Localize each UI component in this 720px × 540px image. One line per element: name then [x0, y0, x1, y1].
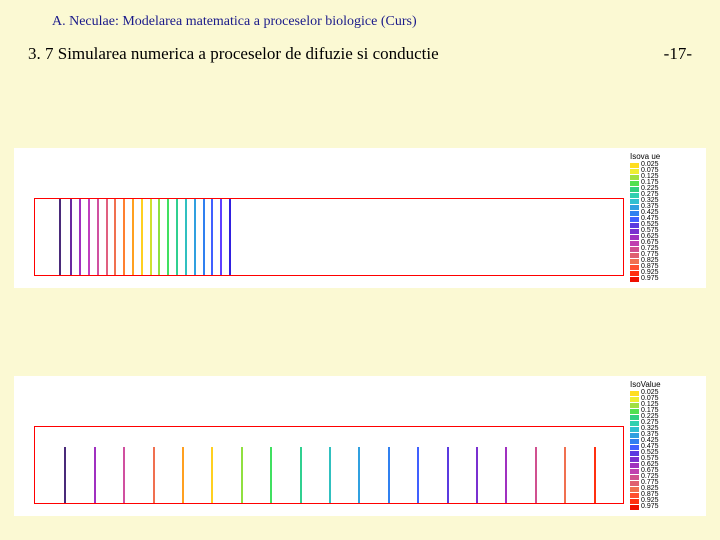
- legend-swatch: [630, 193, 639, 198]
- iso-line: [476, 447, 478, 503]
- legend-swatch: [630, 487, 639, 492]
- legend-swatch: [630, 223, 639, 228]
- iso-line: [194, 199, 196, 275]
- legend-swatch: [630, 277, 639, 282]
- iso-line: [153, 447, 155, 503]
- legend-swatch: [630, 463, 639, 468]
- simulation-chart-1: Isova ue 0.0250.0750.1250.1750.2250.2750…: [14, 148, 706, 288]
- iso-line: [270, 447, 272, 503]
- legend-title-1: Isova ue: [630, 152, 700, 161]
- iso-line: [241, 447, 243, 503]
- legend-swatch: [630, 427, 639, 432]
- legend-row: 0.975: [630, 276, 700, 282]
- iso-line: [203, 199, 205, 275]
- legend-swatch: [630, 415, 639, 420]
- legend-swatch: [630, 403, 639, 408]
- iso-line: [417, 447, 419, 503]
- legend-swatch: [630, 397, 639, 402]
- iso-line: [300, 447, 302, 503]
- legend-swatch: [630, 205, 639, 210]
- legend-swatch: [630, 241, 639, 246]
- iso-line: [59, 199, 61, 275]
- legend-2: IsoValue 0.0250.0750.1250.1750.2250.2750…: [630, 380, 700, 510]
- iso-line: [535, 447, 537, 503]
- iso-line: [182, 447, 184, 503]
- iso-line: [185, 199, 187, 275]
- legend-swatch: [630, 163, 639, 168]
- legend-value: 0.975: [641, 276, 659, 282]
- iso-line: [79, 199, 81, 275]
- iso-line: [132, 199, 134, 275]
- iso-line: [64, 447, 66, 503]
- legend-swatch: [630, 187, 639, 192]
- legend-swatch: [630, 253, 639, 258]
- iso-line: [114, 199, 116, 275]
- legend-swatch: [630, 235, 639, 240]
- plot-box-2: [34, 426, 624, 504]
- legend-swatch: [630, 259, 639, 264]
- iso-line: [150, 199, 152, 275]
- legend-swatch: [630, 493, 639, 498]
- iso-line: [141, 199, 143, 275]
- legend-swatch: [630, 199, 639, 204]
- legend-swatch: [630, 169, 639, 174]
- legend-swatch: [630, 265, 639, 270]
- legend-swatch: [630, 475, 639, 480]
- legend-swatch: [630, 181, 639, 186]
- section-title: 3. 7 Simularea numerica a proceselor de …: [28, 44, 439, 64]
- legend-swatch: [630, 391, 639, 396]
- iso-line: [70, 199, 72, 275]
- legend-swatch: [630, 445, 639, 450]
- legend-row: 0.975: [630, 504, 700, 510]
- legend-swatch: [630, 421, 639, 426]
- iso-line: [358, 447, 360, 503]
- iso-line: [167, 199, 169, 275]
- legend-swatch: [630, 409, 639, 414]
- legend-swatch: [630, 271, 639, 276]
- iso-line: [94, 447, 96, 503]
- iso-line: [564, 447, 566, 503]
- iso-line: [123, 447, 125, 503]
- iso-line: [220, 199, 222, 275]
- iso-line: [229, 199, 231, 275]
- iso-line: [158, 199, 160, 275]
- legend-swatch: [630, 433, 639, 438]
- iso-line: [447, 447, 449, 503]
- legend-swatch: [630, 211, 639, 216]
- iso-line: [106, 199, 108, 275]
- iso-line: [176, 199, 178, 275]
- legend-swatch: [630, 229, 639, 234]
- iso-line: [211, 447, 213, 503]
- legend-swatch: [630, 457, 639, 462]
- author-line: A. Neculae: Modelarea matematica a proce…: [52, 14, 417, 30]
- legend-swatch: [630, 469, 639, 474]
- legend-swatch: [630, 505, 639, 510]
- iso-line: [594, 447, 596, 503]
- legend-swatch: [630, 499, 639, 504]
- legend-title-2: IsoValue: [630, 380, 700, 389]
- simulation-chart-2: IsoValue 0.0250.0750.1250.1750.2250.2750…: [14, 376, 706, 516]
- iso-line: [329, 447, 331, 503]
- legend-swatch: [630, 217, 639, 222]
- iso-line: [211, 199, 213, 275]
- legend-swatch: [630, 175, 639, 180]
- legend-swatch: [630, 451, 639, 456]
- iso-line: [88, 199, 90, 275]
- legend-swatch: [630, 481, 639, 486]
- iso-line: [505, 447, 507, 503]
- legend-1: Isova ue 0.0250.0750.1250.1750.2250.2750…: [630, 152, 700, 282]
- legend-value: 0.975: [641, 504, 659, 510]
- page-number: -17-: [664, 44, 692, 64]
- iso-line: [388, 447, 390, 503]
- iso-line: [97, 199, 99, 275]
- iso-line: [123, 199, 125, 275]
- legend-swatch: [630, 247, 639, 252]
- plot-box-1: [34, 198, 624, 276]
- legend-swatch: [630, 439, 639, 444]
